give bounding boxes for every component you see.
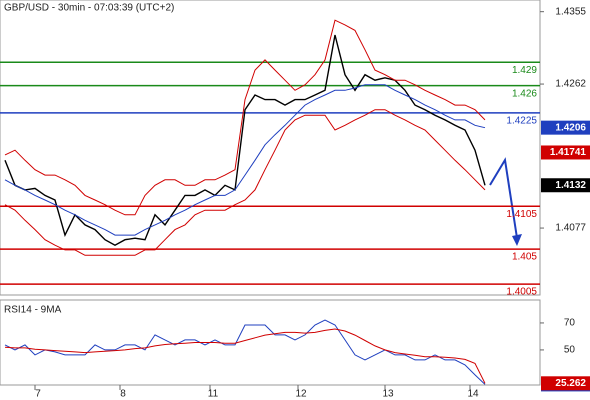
level-label: 1.429: [512, 65, 537, 76]
x-tick-label: 14: [467, 389, 479, 400]
series-line: [4, 109, 486, 256]
rsi-title: RSI14 - 9MA: [4, 305, 62, 316]
last-value-box: [541, 120, 590, 135]
level-label: 1.405: [512, 252, 537, 263]
marker-label: 1.41741: [550, 147, 587, 158]
x-tick-label: 11: [208, 389, 219, 400]
last-value-box: [541, 178, 590, 193]
main-panel: [0, 0, 541, 296]
last-value-label: 1.4132: [555, 180, 586, 191]
y-tick-label: 70: [564, 318, 576, 329]
forecast-arrow: [489, 157, 518, 239]
x-tick-label: 7: [35, 389, 41, 400]
series-line: [4, 84, 486, 236]
series-line: [4, 34, 486, 246]
x-tick-label: 13: [382, 389, 394, 400]
level-label: 1.4225: [506, 116, 537, 127]
series-line: [4, 328, 486, 384]
last-value-box: [541, 376, 590, 391]
arrow-head: [512, 234, 522, 246]
last-value-label: 1.4206: [555, 122, 586, 133]
x-tick-label: 12: [295, 389, 307, 400]
series-line: [4, 19, 486, 216]
y-tick-label: 1.4355: [555, 6, 586, 17]
x-tick-label: 8: [120, 389, 126, 400]
marker-box: [541, 145, 590, 160]
y-tick-label: 1.4262: [555, 79, 586, 90]
level-label: 1.4105: [506, 209, 537, 220]
last-value-label: 25.262: [555, 378, 586, 389]
level-label: 1.426: [512, 88, 537, 99]
chart-title: GBP/USD - 30min - 07:03:39 (UTC+2): [4, 3, 174, 14]
series-line: [4, 319, 486, 385]
y-tick-label: 50: [564, 345, 576, 356]
y-tick-label: 1.4077: [555, 223, 586, 234]
rsi-panel: [0, 299, 541, 386]
level-label: 1.4005: [506, 287, 537, 298]
